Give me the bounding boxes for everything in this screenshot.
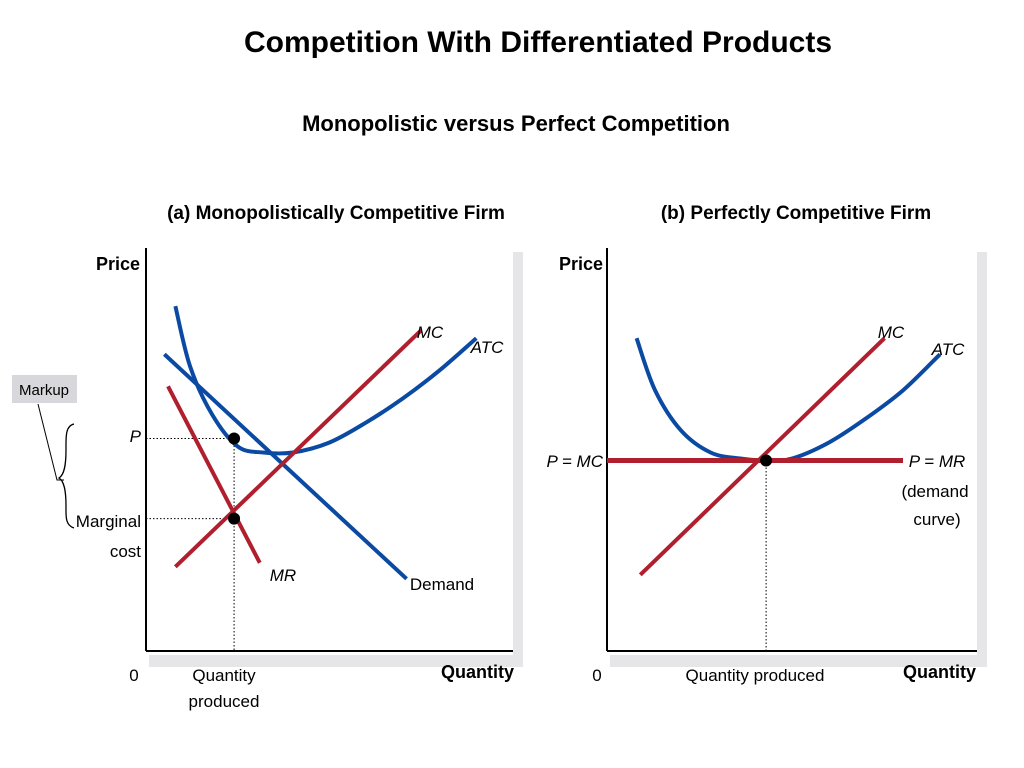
panel-b-mc-label: MC [878, 323, 905, 342]
markup-brace [57, 423, 75, 529]
panel-b-demand-curve-line2: curve) [913, 510, 960, 529]
panel-a-ylabel: Price [96, 254, 140, 274]
markup-callout-label: Markup [19, 382, 69, 399]
markup-callout-pointer [37, 403, 64, 481]
markup-callout-box [12, 375, 77, 403]
panel-b-title: (b) Perfectly Competitive Firm [661, 203, 931, 224]
panel-a-xlabel: Quantity [441, 662, 514, 682]
panel-b-pmr-label: P = MR [909, 452, 966, 471]
slide-subtitle: Monopolistic versus Perfect Competition [302, 111, 730, 136]
panel-b-quantity-produced: Quantity produced [686, 666, 825, 685]
panel-a-demand-label: Demand [410, 575, 474, 594]
panel-b-demand-curve-line1: (demand [901, 482, 968, 501]
panel-b-xlabel: Quantity [903, 662, 976, 682]
panel-a-demand-curve [162, 352, 408, 581]
panel-b-p-mc-label: P = MC [546, 452, 603, 471]
panel-a-marginal-cost-line2: cost [110, 542, 141, 561]
panel-b-atc-curve [634, 337, 942, 463]
panel-a-mc-label: MC [417, 323, 444, 342]
panel-a-mr-curve [166, 385, 262, 564]
panel-a-frame-bottom [149, 655, 523, 667]
panel-perfect: (b) Perfectly Competitive Firm Price Qua… [546, 203, 987, 685]
panel-b-frame-right [977, 252, 987, 667]
panel-a-atc-label: ATC [470, 338, 504, 357]
panel-b-frame-bottom [610, 655, 987, 667]
panel-a-marginal-cost-line1: Marginal [76, 512, 141, 531]
panel-a-p-label: P [130, 427, 142, 446]
panel-b-ylabel: Price [559, 254, 603, 274]
slide-title: Competition With Differentiated Products [243, 26, 833, 59]
panel-b-equilibrium-point [760, 454, 773, 467]
panel-a-quantity-produced-line2: produced [189, 692, 260, 711]
panel-a-equilibrium-price-point [228, 432, 241, 445]
panel-monopolistic: (a) Monopolistically Competitive Firm Pr… [12, 203, 523, 711]
panel-a-mc-curve [173, 328, 423, 569]
panel-a-origin: 0 [129, 666, 138, 685]
panel-b-atc-label: ATC [931, 340, 965, 359]
panel-a-equilibrium-cost-point [228, 512, 241, 525]
panel-a-quantity-produced-line1: Quantity [192, 666, 256, 685]
panel-a-frame-right [513, 252, 523, 667]
panel-a-title: (a) Monopolistically Competitive Firm [167, 203, 505, 224]
panel-b-origin: 0 [592, 666, 601, 685]
panel-a-mr-label: MR [270, 566, 296, 585]
